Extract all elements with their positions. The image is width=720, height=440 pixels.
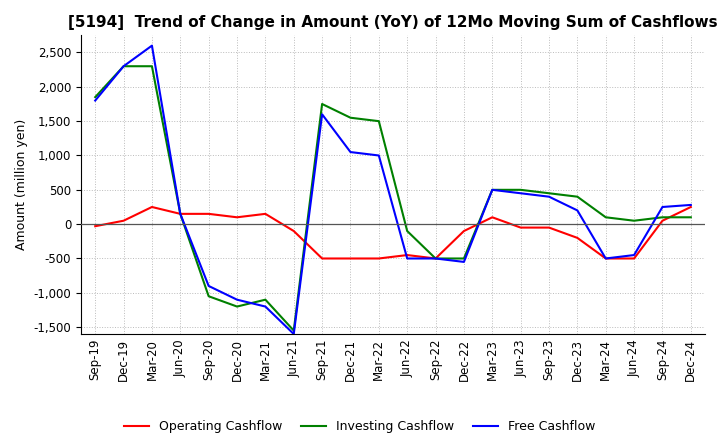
Operating Cashflow bbox=[233, 215, 241, 220]
Operating Cashflow bbox=[630, 256, 639, 261]
Free Cashflow bbox=[148, 43, 156, 48]
Free Cashflow bbox=[516, 191, 525, 196]
Operating Cashflow bbox=[516, 225, 525, 230]
Operating Cashflow bbox=[459, 228, 468, 234]
Free Cashflow bbox=[488, 187, 497, 192]
Investing Cashflow bbox=[573, 194, 582, 199]
Free Cashflow bbox=[91, 98, 99, 103]
Investing Cashflow bbox=[91, 95, 99, 100]
Free Cashflow bbox=[686, 202, 695, 208]
Investing Cashflow bbox=[545, 191, 554, 196]
Free Cashflow bbox=[431, 256, 440, 261]
Free Cashflow bbox=[318, 112, 326, 117]
Investing Cashflow bbox=[374, 118, 383, 124]
Operating Cashflow bbox=[488, 215, 497, 220]
Free Cashflow bbox=[459, 259, 468, 264]
Investing Cashflow bbox=[204, 293, 213, 299]
Investing Cashflow bbox=[459, 256, 468, 261]
Free Cashflow bbox=[176, 211, 184, 216]
Legend: Operating Cashflow, Investing Cashflow, Free Cashflow: Operating Cashflow, Investing Cashflow, … bbox=[120, 415, 600, 438]
Investing Cashflow bbox=[261, 297, 270, 302]
Free Cashflow bbox=[545, 194, 554, 199]
Investing Cashflow bbox=[148, 64, 156, 69]
Free Cashflow bbox=[601, 256, 610, 261]
Free Cashflow bbox=[573, 208, 582, 213]
Operating Cashflow bbox=[431, 256, 440, 261]
Investing Cashflow bbox=[403, 228, 412, 234]
Operating Cashflow bbox=[120, 218, 128, 224]
Operating Cashflow bbox=[261, 211, 270, 216]
Free Cashflow bbox=[403, 256, 412, 261]
Operating Cashflow bbox=[403, 253, 412, 258]
Investing Cashflow bbox=[120, 64, 128, 69]
Operating Cashflow bbox=[374, 256, 383, 261]
Line: Operating Cashflow: Operating Cashflow bbox=[95, 207, 690, 258]
Free Cashflow bbox=[346, 150, 355, 155]
Line: Free Cashflow: Free Cashflow bbox=[95, 46, 690, 334]
Free Cashflow bbox=[261, 304, 270, 309]
Investing Cashflow bbox=[630, 218, 639, 224]
Operating Cashflow bbox=[545, 225, 554, 230]
Title: [5194]  Trend of Change in Amount (YoY) of 12Mo Moving Sum of Cashflows: [5194] Trend of Change in Amount (YoY) o… bbox=[68, 15, 718, 30]
Operating Cashflow bbox=[91, 224, 99, 229]
Investing Cashflow bbox=[686, 215, 695, 220]
Operating Cashflow bbox=[686, 204, 695, 209]
Operating Cashflow bbox=[658, 218, 667, 224]
Free Cashflow bbox=[120, 64, 128, 69]
Free Cashflow bbox=[204, 283, 213, 289]
Investing Cashflow bbox=[488, 187, 497, 192]
Investing Cashflow bbox=[516, 187, 525, 192]
Free Cashflow bbox=[374, 153, 383, 158]
Operating Cashflow bbox=[346, 256, 355, 261]
Y-axis label: Amount (million yen): Amount (million yen) bbox=[15, 119, 28, 250]
Line: Investing Cashflow: Investing Cashflow bbox=[95, 66, 690, 330]
Operating Cashflow bbox=[204, 211, 213, 216]
Operating Cashflow bbox=[573, 235, 582, 241]
Investing Cashflow bbox=[658, 215, 667, 220]
Free Cashflow bbox=[233, 297, 241, 302]
Investing Cashflow bbox=[601, 215, 610, 220]
Investing Cashflow bbox=[431, 256, 440, 261]
Investing Cashflow bbox=[346, 115, 355, 121]
Investing Cashflow bbox=[176, 211, 184, 216]
Free Cashflow bbox=[289, 331, 298, 337]
Investing Cashflow bbox=[233, 304, 241, 309]
Operating Cashflow bbox=[148, 204, 156, 209]
Free Cashflow bbox=[658, 204, 667, 209]
Free Cashflow bbox=[630, 253, 639, 258]
Operating Cashflow bbox=[318, 256, 326, 261]
Investing Cashflow bbox=[289, 328, 298, 333]
Operating Cashflow bbox=[289, 228, 298, 234]
Operating Cashflow bbox=[601, 256, 610, 261]
Investing Cashflow bbox=[318, 101, 326, 106]
Operating Cashflow bbox=[176, 211, 184, 216]
